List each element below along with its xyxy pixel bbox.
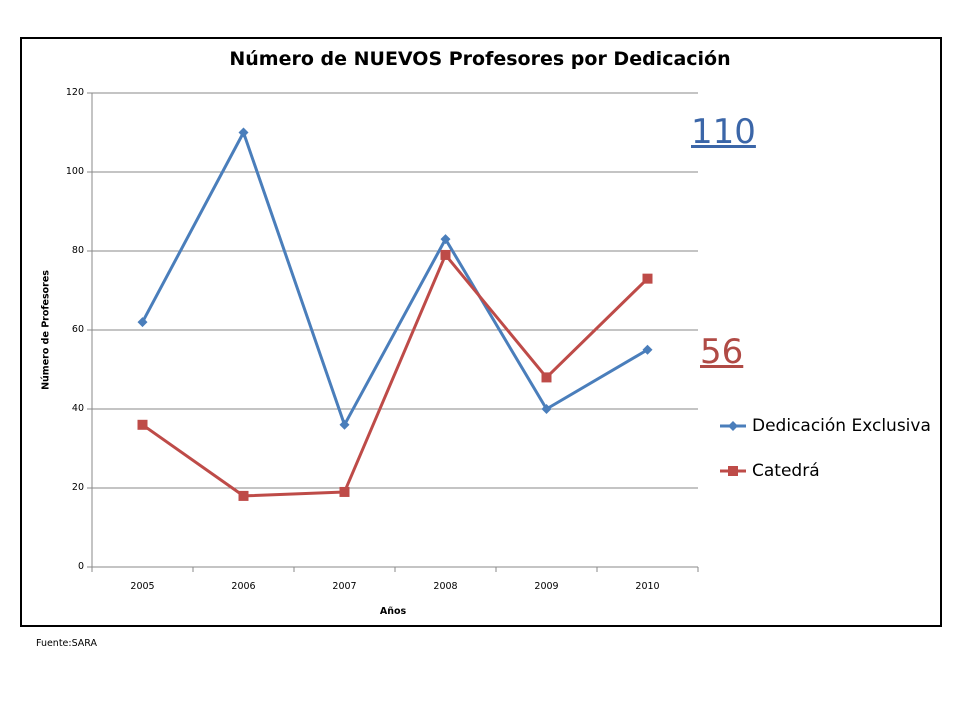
- data-point-square: [339, 486, 350, 497]
- legend-item-catedra: Catedrá: [720, 461, 820, 481]
- annotation-56: 56: [700, 332, 744, 372]
- legend-label: Dedicación Exclusiva: [752, 416, 931, 436]
- y-tick-label: 60: [71, 324, 84, 335]
- data-point-diamond: [440, 234, 451, 245]
- y-tick-label: 20: [71, 482, 84, 493]
- data-point-diamond: [642, 344, 653, 355]
- x-tick-label: 2010: [635, 581, 660, 592]
- data-point-diamond: [238, 127, 249, 138]
- legend-item-dedicacion-exclusiva: Dedicación Exclusiva: [720, 416, 931, 436]
- data-point-square: [238, 490, 249, 501]
- series-line-2: [141, 253, 649, 498]
- y-tick-label: 120: [65, 87, 84, 98]
- legend-label: Catedrá: [752, 461, 820, 481]
- series-line-1: [141, 131, 649, 427]
- x-tick-label: 2009: [534, 581, 559, 592]
- x-axis-label: Años: [379, 606, 407, 617]
- data-point-diamond: [541, 404, 552, 414]
- x-tick-label: 2007: [332, 581, 357, 592]
- data-point-diamond: [339, 419, 350, 430]
- y-axis-label: Número de Profesores: [40, 270, 52, 390]
- chart-title: Número de NUEVOS Profesores por Dedicaci…: [229, 48, 731, 70]
- data-point-square: [541, 372, 552, 383]
- y-tick-label: 100: [65, 166, 84, 177]
- data-point-diamond: [137, 317, 148, 328]
- data-point-square: [642, 273, 653, 284]
- chart-frame: [20, 37, 942, 627]
- x-tick-label: 2005: [130, 581, 155, 592]
- y-tick-label: 40: [71, 403, 84, 414]
- source-note: Fuente:SARA: [36, 638, 98, 649]
- x-tick-label: 2008: [433, 581, 458, 592]
- annotation-110: 110: [691, 112, 756, 152]
- y-tick-label: 80: [71, 245, 84, 256]
- y-tick-label: 0: [77, 561, 84, 572]
- square-marker-icon: [720, 466, 746, 476]
- diamond-marker-icon: [720, 421, 746, 431]
- x-tick-label: 2006: [231, 581, 256, 592]
- data-point-square: [440, 249, 451, 260]
- data-point-square: [137, 419, 148, 430]
